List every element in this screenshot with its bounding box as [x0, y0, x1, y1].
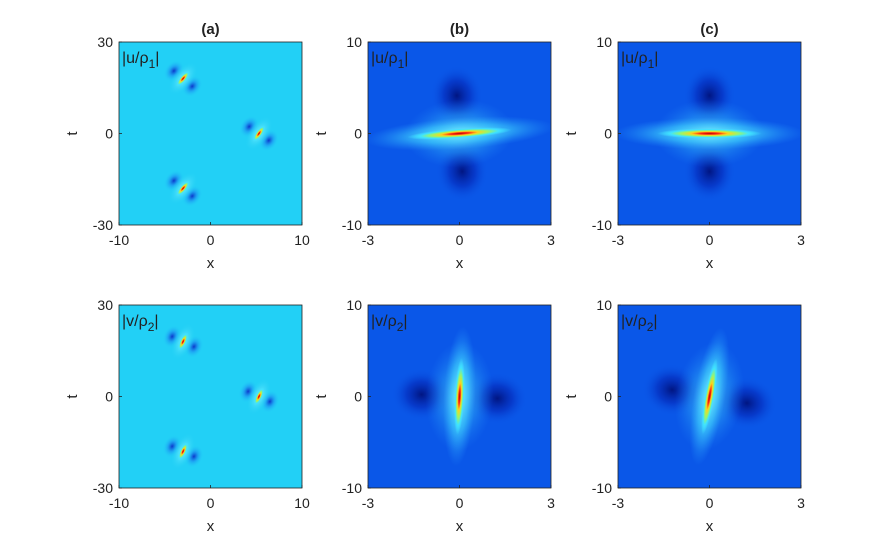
peak-structure [163, 169, 203, 207]
quantity-label: |v/ρ2| [371, 313, 408, 334]
y-tick-label: 10 [346, 297, 362, 313]
x-tick-label: 3 [797, 495, 805, 511]
x-axis-label: x [706, 518, 714, 535]
x-tick-label: 0 [207, 232, 215, 248]
peak-core [701, 358, 718, 435]
y-tick-label: 0 [604, 126, 612, 142]
y-tick-label: -30 [93, 480, 113, 496]
x-axis-label: x [207, 255, 215, 272]
x-axis-label: x [456, 518, 464, 535]
y-tick-label: 10 [596, 297, 612, 313]
heatmap-field [642, 327, 777, 466]
peak-core [252, 125, 266, 142]
peak-core [176, 70, 190, 87]
y-axis-label: t [64, 131, 81, 136]
peak-structure [618, 65, 801, 202]
peak-structure [391, 326, 528, 467]
x-tick-label: 0 [706, 232, 714, 248]
x-tick-label: 10 [294, 495, 310, 511]
panel-title: (c) [700, 21, 718, 38]
y-tick-label: 0 [604, 389, 612, 405]
peak-core [177, 442, 189, 461]
peak-structure [239, 115, 279, 152]
x-axis-label: x [706, 255, 714, 272]
x-tick-label: 0 [456, 495, 464, 511]
peak-core [253, 387, 265, 406]
heatmap-panel: -3 0 3 10 0 -10 x t (c) |u/ρ1| [563, 21, 805, 272]
y-axis-label: t [64, 394, 81, 399]
x-tick-label: -10 [109, 232, 129, 248]
quantity-label: |u/ρ1| [122, 50, 159, 71]
y-tick-label: -10 [342, 217, 362, 233]
y-tick-label: 0 [354, 126, 362, 142]
peak-structure [163, 60, 203, 98]
panel-title: (b) [450, 21, 469, 38]
x-tick-label: -3 [612, 495, 625, 511]
y-axis-label: t [563, 131, 580, 136]
x-tick-label: 0 [706, 495, 714, 511]
y-axis-label: t [313, 394, 330, 399]
y-tick-label: -10 [342, 480, 362, 496]
y-tick-label: 30 [97, 297, 113, 313]
peak-core [454, 358, 465, 435]
peak-structure [642, 327, 777, 466]
heatmap-field [618, 65, 801, 202]
heatmap-field [163, 60, 279, 207]
y-tick-label: 10 [346, 34, 362, 50]
x-tick-label: -3 [362, 495, 375, 511]
peak-core [657, 128, 762, 139]
heatmap-panel: -3 0 3 10 0 -10 x t |v/ρ2| [563, 297, 805, 535]
quantity-label: |v/ρ2| [621, 313, 658, 334]
peak-structure [162, 432, 204, 471]
x-tick-label: 3 [797, 232, 805, 248]
y-tick-label: 0 [105, 126, 113, 142]
heatmap-panel: -10 0 10 30 0 -30 x t (a) |u/ρ1| [64, 21, 310, 272]
y-axis-label: t [563, 394, 580, 399]
quantity-label: |v/ρ2| [122, 313, 159, 334]
x-axis-label: x [207, 518, 215, 535]
peak-structure [368, 65, 551, 202]
y-tick-label: 30 [97, 34, 113, 50]
y-tick-label: 10 [596, 34, 612, 50]
heatmap-field [368, 65, 551, 202]
y-tick-label: -10 [592, 480, 612, 496]
heatmap-panel: -10 0 10 30 0 -30 x t |v/ρ2| [64, 297, 310, 535]
heatmap-field [162, 322, 280, 471]
heatmap-panel: -3 0 3 10 0 -10 x t |v/ρ2| [313, 297, 555, 535]
x-tick-label: -3 [612, 232, 625, 248]
y-tick-label: -30 [93, 217, 113, 233]
y-tick-label: 0 [354, 389, 362, 405]
x-tick-label: 3 [547, 232, 555, 248]
quantity-label: |u/ρ1| [371, 50, 408, 71]
x-tick-label: -3 [362, 232, 375, 248]
x-tick-label: 10 [294, 232, 310, 248]
x-tick-label: 0 [207, 495, 215, 511]
y-tick-label: -10 [592, 217, 612, 233]
quantity-label: |u/ρ1| [621, 50, 658, 71]
x-axis-label: x [456, 255, 464, 272]
y-axis-label: t [313, 131, 330, 136]
peak-structure [162, 322, 204, 361]
x-tick-label: 0 [456, 232, 464, 248]
x-tick-label: -10 [109, 495, 129, 511]
heatmap-panel: -3 0 3 10 0 -10 x t (b) |u/ρ1| [313, 21, 555, 272]
peak-core [407, 127, 512, 140]
peak-core [177, 332, 189, 351]
heatmap-field [391, 326, 528, 467]
panel-title: (a) [201, 21, 219, 38]
y-tick-label: 0 [105, 389, 113, 405]
peak-core [176, 180, 190, 197]
peak-structure [238, 377, 280, 416]
x-tick-label: 3 [547, 495, 555, 511]
